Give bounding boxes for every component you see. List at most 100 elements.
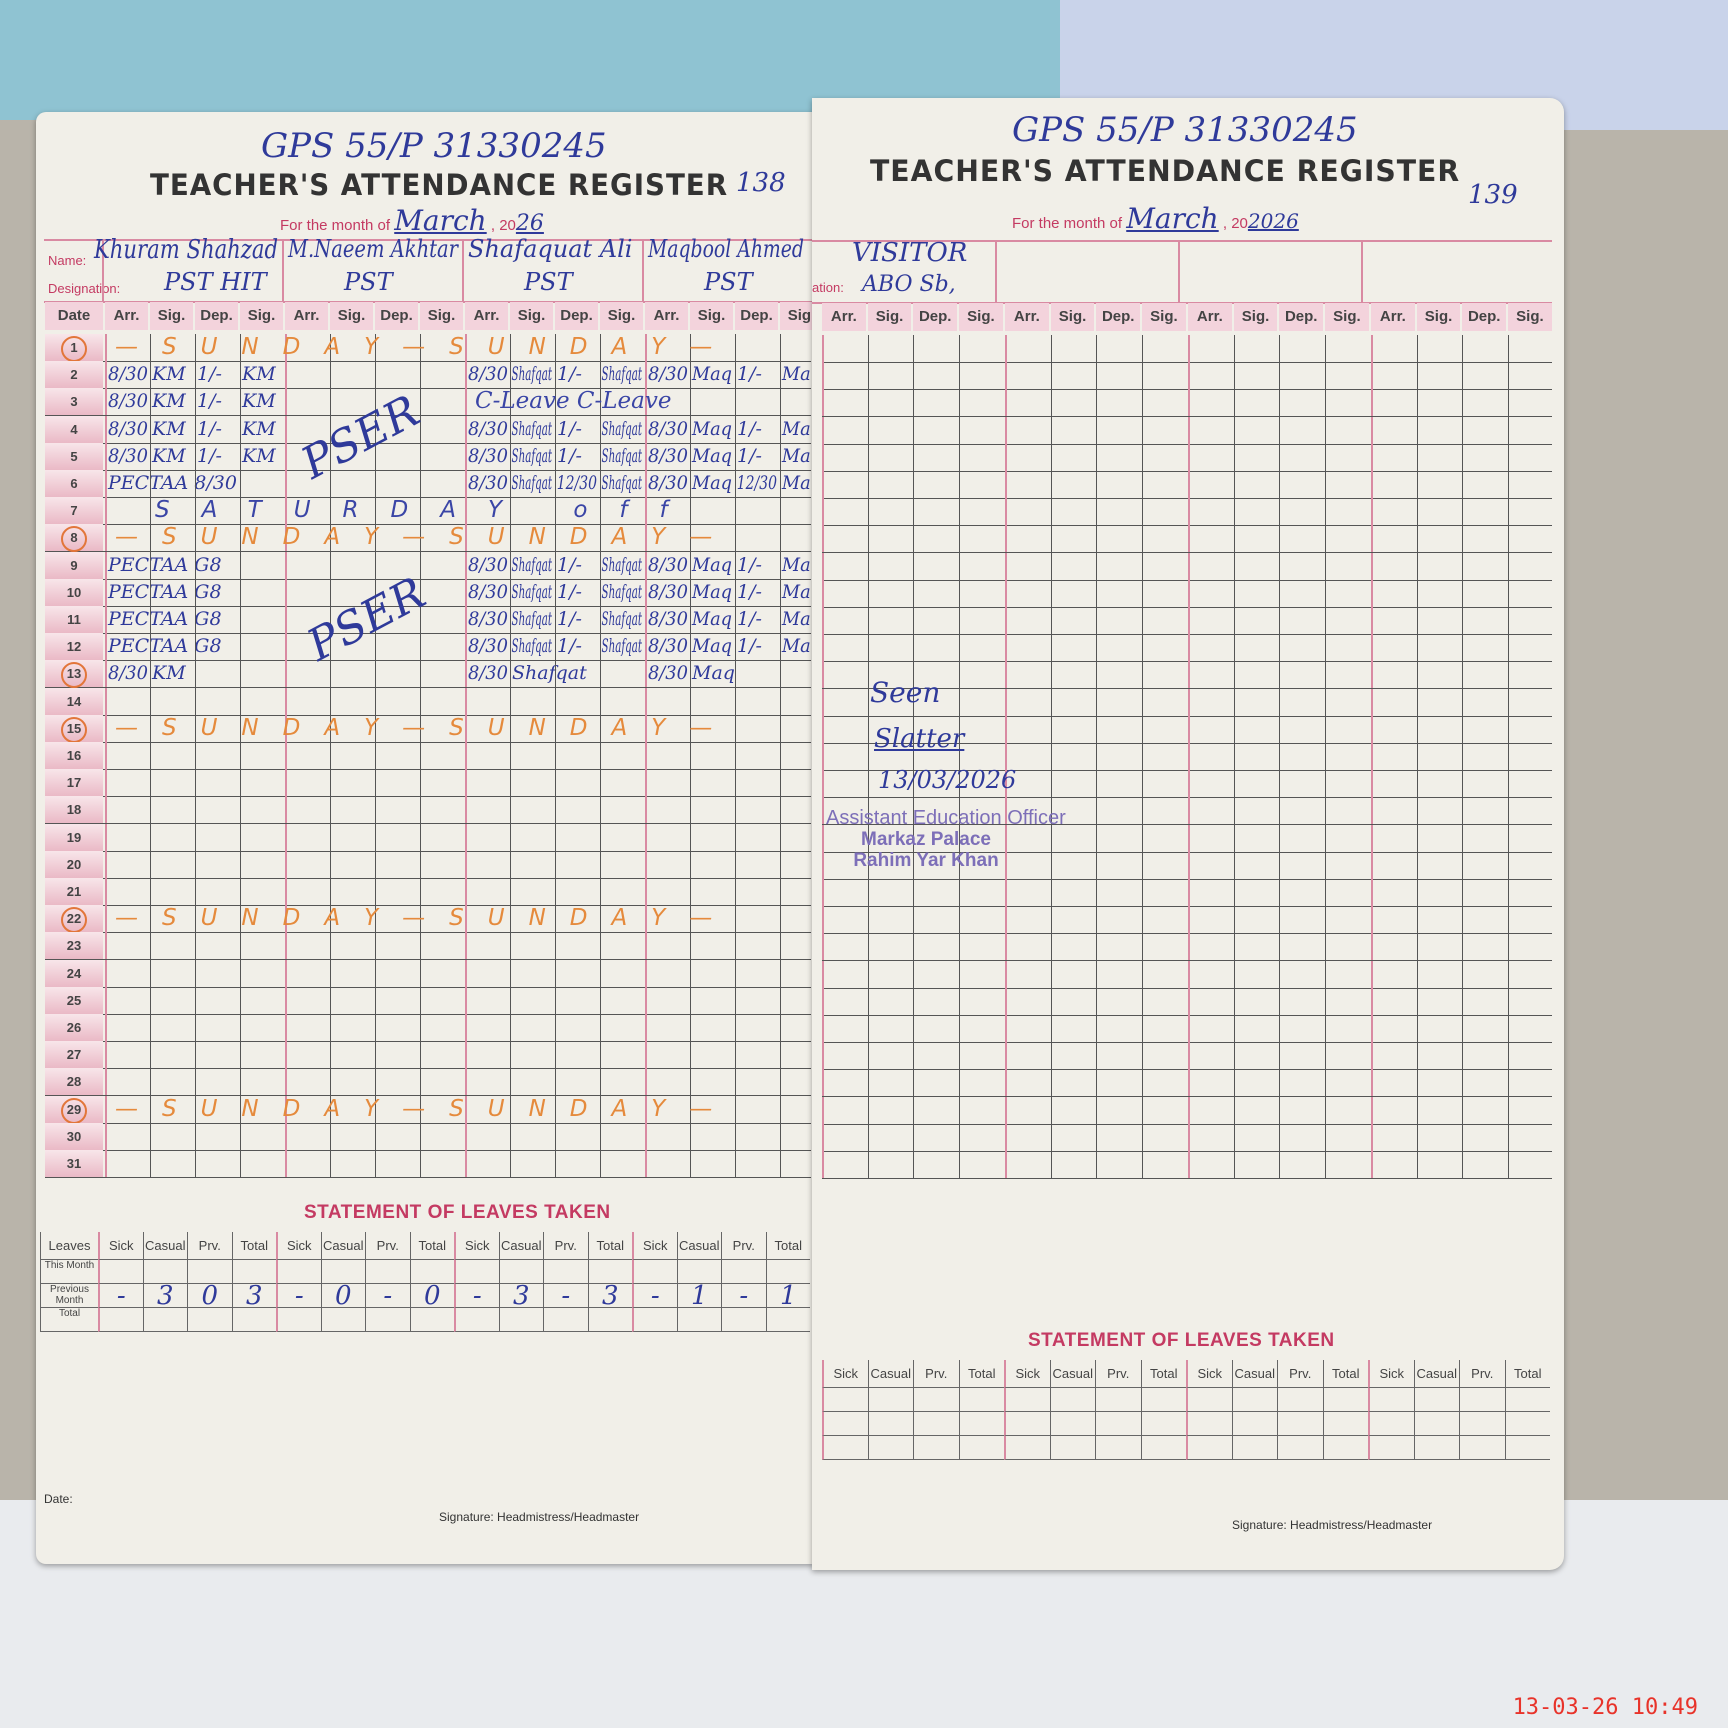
attendance-cell — [1371, 851, 1417, 879]
attendance-cell — [1096, 471, 1142, 498]
attendance-cell: 8/30 — [645, 361, 690, 389]
attendance-cell — [465, 850, 510, 878]
attendance-cell — [822, 688, 868, 716]
attendance-cell — [420, 932, 465, 960]
date-cell: 11 — [45, 606, 103, 633]
table-row: 6 PECTAA 8/30 8/30 Shafqat 12/30 Shafqat 8/30 M… — [45, 470, 822, 498]
leaves-value — [1322, 1412, 1368, 1436]
attendance-cell — [240, 551, 285, 579]
attendance-cell — [510, 714, 555, 742]
attendance-cell: 8/30 — [645, 470, 690, 497]
attendance-cell — [195, 470, 240, 497]
attendance-cell — [645, 334, 690, 361]
attendance-cell — [1325, 770, 1371, 798]
attendance-cell — [1508, 906, 1554, 934]
attendance-cell — [330, 905, 375, 933]
attendance-entry: 8/30 — [647, 472, 689, 494]
attendance-cell — [959, 552, 1005, 580]
leaves-value: - — [721, 1284, 766, 1308]
attendance-cell — [959, 362, 1005, 390]
attendance-cell — [465, 334, 510, 361]
attendance-cell — [1416, 960, 1463, 988]
attendance-cell — [1096, 525, 1142, 553]
attendance-cell — [822, 471, 868, 498]
attendance-cell — [150, 714, 195, 742]
attendance-cell — [1233, 743, 1280, 770]
attendance-cell — [1188, 498, 1234, 526]
attendance-cell — [735, 769, 780, 797]
table-row — [822, 335, 1552, 363]
table-row: 31 — [45, 1150, 811, 1178]
attendance-cell — [420, 742, 465, 769]
table-row — [822, 1123, 1552, 1152]
attendance-cell — [690, 796, 735, 824]
attendance-cell — [150, 769, 195, 797]
attendance-cell — [465, 1068, 510, 1096]
attendance-cell — [105, 687, 150, 715]
date-number: 28 — [66, 1074, 82, 1090]
teacher-column-divider — [282, 241, 284, 301]
attendance-cell — [1416, 498, 1463, 526]
attendance-cell — [1325, 389, 1371, 417]
attendance-cell — [240, 633, 285, 661]
attendance-cell — [780, 986, 825, 1014]
attendance-cell — [1096, 416, 1142, 444]
attendance-cell — [420, 1041, 465, 1069]
attendance-cell — [600, 388, 645, 416]
leaves-value — [276, 1260, 321, 1284]
date-footer-label: Date: — [44, 1492, 73, 1506]
attendance-cell — [1279, 552, 1325, 580]
attendance-cell — [330, 415, 375, 443]
attendance-cell — [1005, 1151, 1051, 1178]
attendance-entry: PECTAA G8 — [108, 553, 222, 576]
attendance-cell — [690, 1041, 735, 1069]
attendance-entry: 1/- — [557, 363, 582, 386]
leaves-value — [409, 1260, 454, 1284]
attendance-cell — [1050, 824, 1097, 852]
table-row — [822, 1042, 1552, 1071]
page-number: 139 — [1468, 180, 1518, 210]
attendance-cell — [1416, 851, 1463, 879]
attendance-cell — [780, 334, 825, 361]
attendance-cell — [1188, 933, 1234, 961]
attendance-cell: Shafqat — [600, 415, 645, 443]
attendance-cell — [867, 960, 914, 988]
attendance-cell — [600, 796, 645, 824]
date-cell: 5 — [45, 442, 103, 470]
date-number: 14 — [66, 693, 82, 709]
attendance-cell — [1050, 987, 1097, 1015]
table-row — [822, 743, 1552, 771]
attendance-cell — [240, 742, 285, 769]
attendance-cell — [285, 850, 330, 878]
date-number: 11 — [67, 612, 81, 627]
day-banner: —SUNDAY—SUNDAY— — [115, 334, 737, 360]
leaves-value — [913, 1436, 959, 1460]
attendance-cell — [1005, 607, 1051, 634]
attendance-cell — [1416, 416, 1463, 444]
attendance-cell — [285, 497, 330, 525]
attendance-cell — [1508, 743, 1554, 770]
attendance-cell — [822, 824, 868, 852]
attendance-cell — [150, 1122, 195, 1150]
attendance-cell — [867, 443, 914, 471]
attendance-cell — [1096, 661, 1142, 689]
column-header: Sig. — [420, 302, 463, 330]
attendance-cell — [822, 879, 868, 906]
designation-label: ation: — [812, 280, 844, 295]
attendance-cell — [195, 796, 240, 824]
attendance-entry: 8/30 — [647, 608, 689, 630]
attendance-cell — [690, 334, 735, 361]
attendance-entry: Shafqat — [512, 662, 587, 685]
attendance-cell — [1279, 1096, 1325, 1124]
attendance-cell — [420, 578, 465, 606]
attendance-cell — [1142, 987, 1188, 1015]
attendance-cell: Maq — [690, 551, 735, 579]
attendance-cell — [690, 878, 735, 905]
attendance-cell — [375, 1014, 420, 1041]
attendance-cell: Maq — [690, 442, 735, 470]
attendance-cell — [1416, 715, 1463, 743]
leaves-value — [543, 1260, 588, 1284]
table-row — [822, 960, 1552, 989]
attendance-cell — [1462, 851, 1508, 879]
attendance-cell — [735, 334, 780, 361]
